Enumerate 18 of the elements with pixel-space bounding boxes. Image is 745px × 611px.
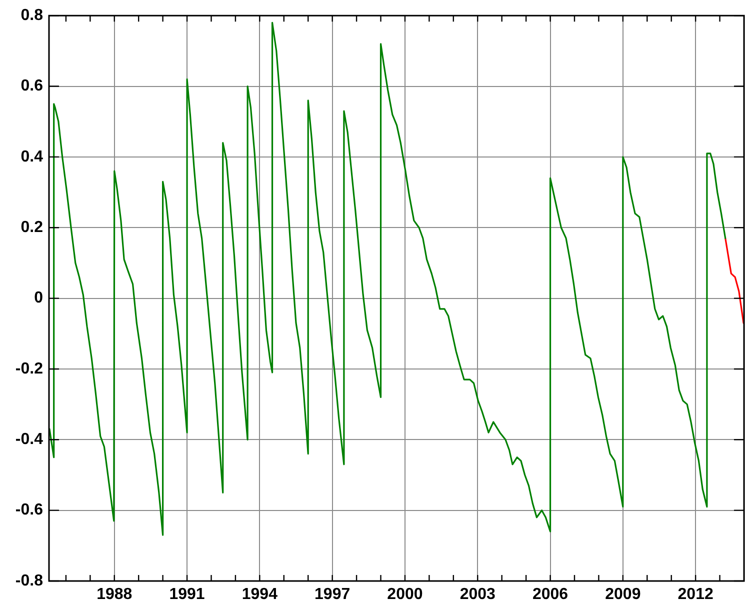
y-tick-label: -0.4 [15,431,44,448]
x-tick-label: 2012 [678,586,714,604]
x-tick-label: 1997 [314,586,350,604]
x-tick-label: 2003 [460,586,496,604]
y-tick-label: 0.4 [20,148,44,166]
y-tick-label: 0.2 [20,219,44,236]
y-tick-label: 0.8 [20,7,44,24]
x-tick-label: 2000 [387,586,423,604]
x-tick-label: 1988 [96,586,132,604]
x-tick-label: 2009 [605,586,641,604]
y-tick-label: -0.2 [15,360,44,378]
x-tick-label: 2006 [532,586,568,604]
x-tick-label: 1991 [169,586,205,604]
y-tick-label: -0.6 [15,502,44,519]
y-tick-label: 0.6 [20,78,44,95]
y-tick-label: -0.8 [15,572,44,590]
y-tick-label: 0 [34,290,44,307]
x-tick-label: 1994 [242,586,278,604]
